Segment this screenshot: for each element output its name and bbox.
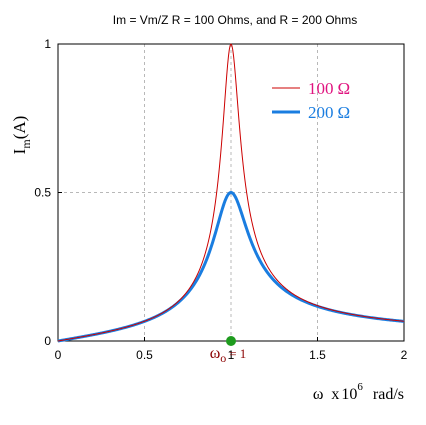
series-lines (57, 43, 405, 343)
y-tick-label-0: 0 (44, 334, 51, 348)
x-tick-label-0: 0 (55, 348, 62, 362)
legend-label-200: 200 Ω (308, 103, 350, 122)
resonance-label-value: = 1 (229, 346, 246, 361)
x-tick-label-4: 2 (401, 348, 408, 362)
resonance-marker (226, 336, 236, 346)
grid (58, 44, 404, 341)
series-line-100 (57, 43, 405, 342)
y-axis-label: Im(A) (10, 116, 33, 155)
y-tick-label-1: 0.5 (34, 186, 51, 200)
y-tick-label-2: 1 (44, 37, 51, 51)
x-tick-label-2: 1 (228, 348, 235, 362)
y-axis-label-unit: (A) (10, 116, 29, 140)
x-axis-label-exp: 6 (357, 381, 363, 393)
y-axis-label-main: I (10, 148, 29, 154)
legend-label-100: 100 Ω (308, 79, 350, 98)
chart-title: Im = Vm/Z R = 100 Ohms, and R = 200 Ohms (113, 13, 357, 27)
x-axis-label-unit: rad/s (373, 386, 404, 403)
x-axis-label: ω x 106 rad/s (313, 381, 404, 403)
x-tick-label-3: 1.5 (309, 348, 326, 362)
y-axis-label-sub: m (19, 139, 33, 149)
resonance-label: ωo = 1 (210, 345, 247, 365)
x-tick-label-1: 0.5 (136, 348, 153, 362)
resonance-label-sub: o (220, 351, 226, 365)
x-axis-label-times: x (331, 386, 339, 403)
x-axis-label-base: 10 (341, 386, 357, 403)
legend: 100 Ω 200 Ω (272, 79, 350, 122)
resonance-label-omega: ω (210, 345, 221, 362)
x-axis-label-omega: ω (313, 386, 324, 403)
